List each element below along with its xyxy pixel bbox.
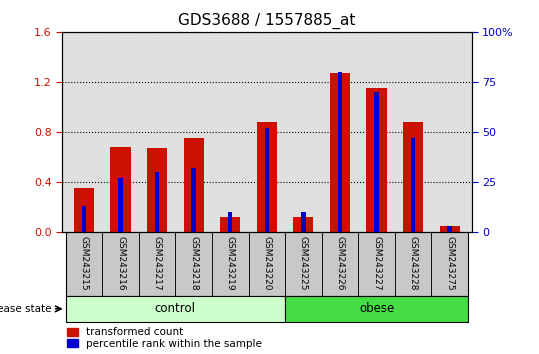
Text: disease state: disease state [0,304,52,314]
Text: control: control [155,302,196,315]
Bar [147,148,167,232]
Text: GSM243226: GSM243226 [335,236,344,291]
Bar [301,212,306,232]
Bar [411,138,415,232]
Bar [257,122,277,232]
Text: GSM243215: GSM243215 [79,236,88,291]
Bar [118,178,123,232]
Text: GSM243275: GSM243275 [445,236,454,291]
Bar [74,188,94,232]
Bar [338,72,342,232]
Text: GSM243218: GSM243218 [189,236,198,291]
Bar [102,232,139,296]
Bar [66,232,102,296]
Bar [184,138,204,232]
Bar [191,168,196,232]
Text: GSM243225: GSM243225 [299,236,308,291]
Bar [175,232,212,296]
Bar [322,232,358,296]
Bar [403,122,423,232]
Title: GDS3688 / 1557885_at: GDS3688 / 1557885_at [178,13,356,29]
Bar [139,232,175,296]
Bar [212,232,248,296]
Bar [395,232,431,296]
Bar [367,88,386,232]
Bar [293,217,314,232]
Text: GSM243217: GSM243217 [153,236,162,291]
Text: GSM243219: GSM243219 [226,236,234,291]
Bar [358,232,395,296]
Legend: transformed count, percentile rank within the sample: transformed count, percentile rank withi… [67,327,262,349]
Bar [431,232,468,296]
Text: GSM243228: GSM243228 [409,236,418,291]
Bar [265,128,269,232]
Bar [374,92,379,232]
Text: GSM243220: GSM243220 [262,236,271,291]
Bar [285,232,322,296]
Bar [155,172,160,232]
Bar [220,217,240,232]
Bar [447,226,452,232]
Bar [66,296,285,322]
Text: obese: obese [359,302,394,315]
Text: GSM243227: GSM243227 [372,236,381,291]
Text: GSM243216: GSM243216 [116,236,125,291]
Bar [285,296,468,322]
Bar [248,232,285,296]
Bar [82,206,86,232]
Bar [330,73,350,232]
Bar [228,212,232,232]
Bar [440,225,460,232]
Bar [110,147,130,232]
